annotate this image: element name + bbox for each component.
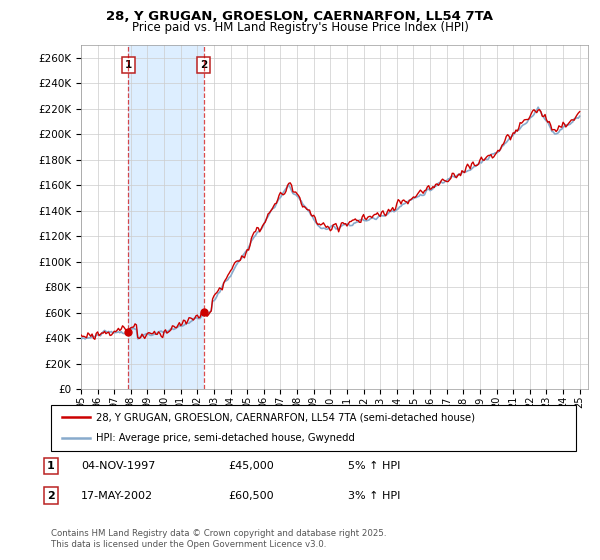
- Bar: [128, 45, 203, 389]
- Text: 2: 2: [200, 60, 207, 70]
- Text: £45,000: £45,000: [228, 461, 274, 471]
- FancyBboxPatch shape: [51, 405, 576, 451]
- Text: Contains HM Land Registry data © Crown copyright and database right 2025.
This d: Contains HM Land Registry data © Crown c…: [51, 529, 386, 549]
- Text: 1: 1: [47, 461, 55, 471]
- Text: 3% ↑ HPI: 3% ↑ HPI: [348, 491, 400, 501]
- Text: 5% ↑ HPI: 5% ↑ HPI: [348, 461, 400, 471]
- Text: 28, Y GRUGAN, GROESLON, CAERNARFON, LL54 7TA: 28, Y GRUGAN, GROESLON, CAERNARFON, LL54…: [107, 10, 493, 22]
- Text: 17-MAY-2002: 17-MAY-2002: [81, 491, 153, 501]
- Text: 04-NOV-1997: 04-NOV-1997: [81, 461, 155, 471]
- Text: HPI: Average price, semi-detached house, Gwynedd: HPI: Average price, semi-detached house,…: [95, 433, 355, 444]
- Text: 28, Y GRUGAN, GROESLON, CAERNARFON, LL54 7TA (semi-detached house): 28, Y GRUGAN, GROESLON, CAERNARFON, LL54…: [95, 412, 475, 422]
- Text: 2: 2: [47, 491, 55, 501]
- Text: Price paid vs. HM Land Registry's House Price Index (HPI): Price paid vs. HM Land Registry's House …: [131, 21, 469, 34]
- Text: 1: 1: [125, 60, 132, 70]
- Text: £60,500: £60,500: [228, 491, 274, 501]
